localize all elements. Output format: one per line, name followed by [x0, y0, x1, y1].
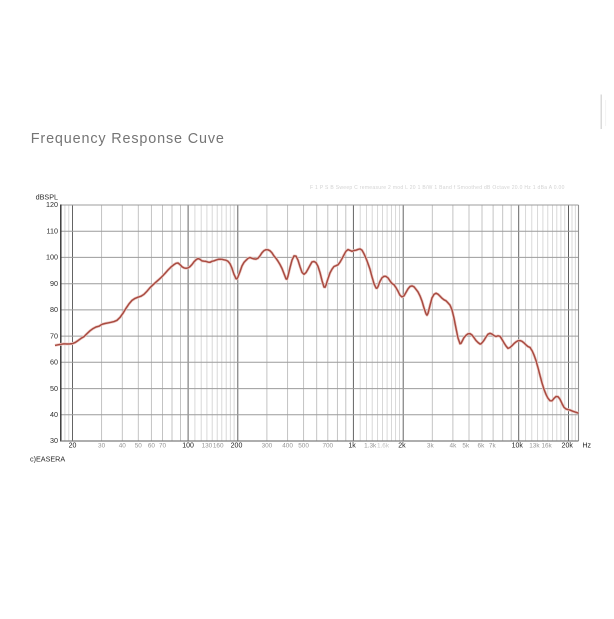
svg-text:30: 30 — [98, 442, 106, 449]
svg-text:400: 400 — [282, 442, 293, 449]
svg-text:100: 100 — [46, 253, 58, 262]
svg-text:20k: 20k — [562, 443, 574, 450]
svg-text:90: 90 — [50, 279, 58, 288]
svg-text:2k: 2k — [398, 443, 406, 450]
svg-text:20: 20 — [69, 443, 77, 450]
svg-text:50: 50 — [135, 442, 143, 449]
svg-text:40: 40 — [119, 442, 127, 449]
svg-text:30: 30 — [50, 436, 58, 445]
svg-text:80: 80 — [50, 305, 58, 314]
svg-text:Frequency Response Cuve: Frequency Response Cuve — [31, 131, 225, 147]
svg-text:5k: 5k — [462, 442, 470, 449]
svg-text:4k: 4k — [450, 442, 458, 449]
svg-text:160: 160 — [213, 442, 224, 449]
svg-text:200: 200 — [231, 443, 243, 450]
svg-text:F 1 P S B Sweep C remeasure: F 1 P S B Sweep C remeasure 2 mod L 20 1… — [310, 185, 565, 191]
svg-text:Hz: Hz — [583, 443, 592, 450]
svg-text:16k: 16k — [541, 442, 552, 449]
svg-text:6k: 6k — [478, 442, 486, 449]
svg-text:13k: 13k — [529, 442, 540, 449]
svg-text:10k: 10k — [512, 443, 524, 450]
svg-text:1.3k: 1.3k — [364, 442, 377, 449]
svg-text:120: 120 — [46, 200, 58, 209]
svg-text:300: 300 — [262, 442, 273, 449]
svg-text:7k: 7k — [489, 442, 497, 449]
svg-text:100: 100 — [182, 443, 194, 450]
svg-text:110: 110 — [47, 226, 58, 235]
svg-text:70: 70 — [159, 442, 167, 449]
svg-text:500: 500 — [298, 442, 309, 449]
svg-text:40: 40 — [50, 410, 58, 419]
svg-text:70: 70 — [50, 331, 58, 340]
svg-text:700: 700 — [322, 442, 333, 449]
svg-text:60: 60 — [50, 358, 58, 367]
svg-text:50: 50 — [50, 384, 58, 393]
svg-text:60: 60 — [148, 442, 156, 449]
svg-text:1k: 1k — [348, 443, 356, 450]
svg-text:c)EASERA: c)EASERA — [30, 455, 65, 464]
svg-text:dBSPL: dBSPL — [36, 193, 58, 202]
svg-text:3k: 3k — [427, 442, 435, 449]
svg-text:130: 130 — [202, 442, 213, 449]
svg-text:1.6k: 1.6k — [377, 442, 390, 449]
